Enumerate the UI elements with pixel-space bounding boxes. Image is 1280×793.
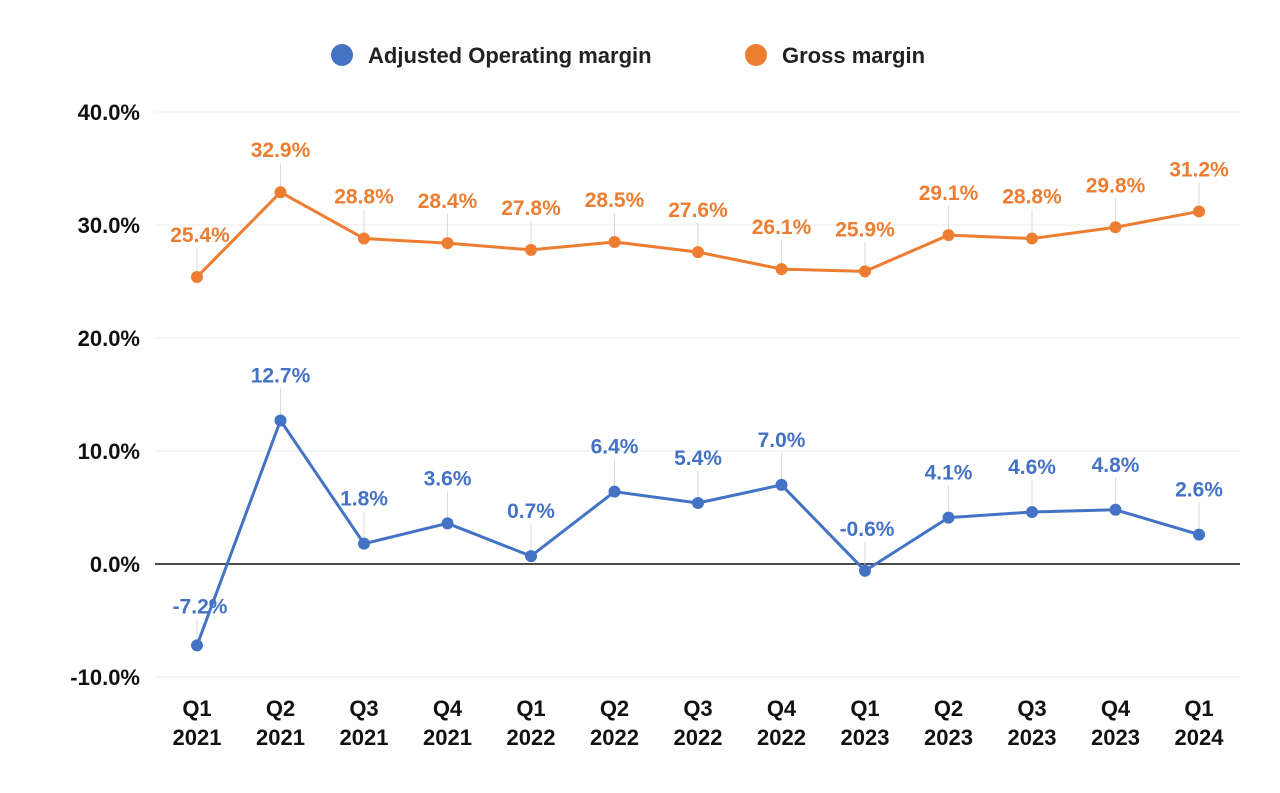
y-tick-label: 20.0% (78, 326, 140, 351)
x-tick-label: Q3 2022 (674, 696, 723, 750)
data-label: 4.8% (1092, 454, 1140, 477)
x-tick-label: Q2 2023 (924, 696, 973, 750)
data-label: 25.4% (170, 224, 230, 247)
data-point (1193, 205, 1205, 218)
data-point (859, 265, 871, 278)
data-point (692, 496, 704, 509)
data-label: 28.4% (418, 190, 478, 213)
data-label: 4.6% (1008, 456, 1056, 479)
data-point (525, 550, 537, 563)
data-label: 2.6% (1175, 479, 1223, 502)
y-tick-label: 10.0% (78, 439, 140, 464)
data-point (1026, 506, 1038, 519)
y-tick-label: 30.0% (78, 213, 140, 238)
x-tick-label: Q2 2021 (256, 696, 305, 750)
data-label: 1.8% (340, 488, 388, 511)
data-label: 27.6% (668, 199, 728, 222)
data-label: 5.4% (674, 447, 722, 470)
data-label: 29.1% (919, 182, 979, 205)
data-point (1026, 232, 1038, 245)
data-label: 28.5% (585, 189, 645, 212)
data-point (274, 414, 287, 427)
legend-marker (745, 44, 767, 66)
data-point (358, 232, 370, 245)
data-label: 26.1% (752, 216, 812, 239)
data-label: 28.8% (1002, 186, 1062, 209)
data-label: 27.8% (501, 197, 561, 220)
y-tick-label: -10.0% (70, 665, 140, 690)
data-label: 25.9% (835, 218, 895, 241)
data-label: 0.7% (507, 500, 555, 523)
data-label: 7.0% (758, 429, 806, 452)
x-tick-label: Q3 2023 (1008, 696, 1057, 750)
x-tick-label: Q4 2021 (423, 696, 472, 750)
y-tick-label: 40.0% (78, 100, 140, 125)
data-label: 12.7% (251, 364, 311, 387)
legend-label: Adjusted Operating margin (368, 43, 652, 68)
data-point (859, 564, 871, 577)
data-label: 32.9% (251, 139, 311, 162)
legend-label: Gross margin (782, 43, 925, 68)
x-tick-label: Q1 2021 (173, 696, 222, 750)
y-tick-label: 0.0% (90, 552, 140, 577)
x-tick-label: Q4 2022 (757, 696, 806, 750)
x-tick-label: Q1 2022 (507, 696, 556, 750)
data-point (942, 511, 955, 524)
x-tick-label: Q2 2022 (590, 696, 639, 750)
data-point (441, 517, 454, 530)
data-label: 29.8% (1086, 174, 1146, 197)
x-tick-label: Q4 2023 (1091, 696, 1140, 750)
data-point (358, 537, 370, 550)
data-point (441, 237, 454, 250)
data-point (1109, 221, 1122, 234)
data-point (775, 478, 788, 491)
data-point (608, 235, 621, 248)
data-point (608, 485, 621, 498)
data-point (191, 639, 203, 652)
data-point (775, 263, 788, 276)
data-point (1109, 503, 1122, 516)
data-point (942, 229, 955, 242)
data-label: 3.6% (424, 467, 472, 490)
x-tick-label: Q3 2021 (340, 696, 389, 750)
data-point (1193, 528, 1205, 541)
data-label: -7.2% (173, 595, 228, 618)
data-label: 31.2% (1169, 158, 1229, 181)
x-tick-label: Q1 2023 (841, 696, 890, 750)
data-label: 28.8% (334, 186, 394, 209)
legend-marker (331, 44, 353, 66)
data-point (525, 243, 537, 256)
data-point (274, 186, 287, 199)
data-label: 6.4% (591, 436, 639, 459)
data-label: 4.1% (925, 462, 973, 485)
data-label: -0.6% (840, 518, 895, 541)
data-point (692, 246, 704, 259)
data-point (191, 270, 203, 283)
x-tick-label: Q1 2024 (1175, 696, 1225, 750)
